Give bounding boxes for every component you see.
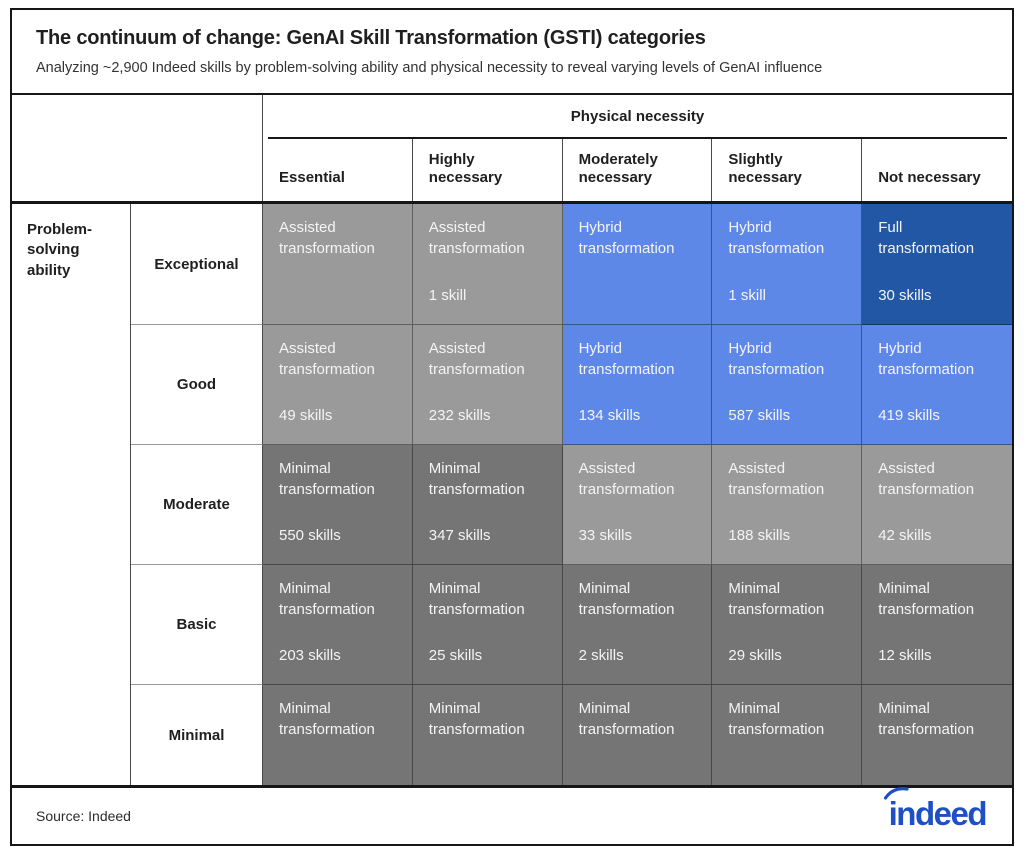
cell-skill-count: 232 skills [428,407,491,425]
column-header-highly-necessary: Highly necessary [413,139,563,201]
cell-skill-count: 1 skill [428,287,467,305]
cell-skill-count: 12 skills [878,647,932,665]
matrix-cell: Minimal transformation 347 skills [412,445,563,565]
cell-skill-count [728,753,849,768]
row-group-header: Problem-solving ability [12,204,131,785]
cell-skill-count [279,753,400,768]
cell-skill-count [429,753,550,768]
source-text: Source: Indeed [36,808,131,824]
cell-transformation-label: Hybrid transformation [728,219,825,257]
cell-skill-count [878,753,1000,768]
cell-skill-count [579,292,700,307]
gsti-matrix-card: The continuum of change: GenAI Skill Tra… [10,8,1014,846]
cell-skill-count: 188 skills [728,527,791,545]
indeed-logo: indeed [879,787,992,839]
matrix-cell: Assisted transformation 49 skills [263,325,413,445]
matrix-body: Problem-solving ability Exceptional Assi… [12,204,1012,785]
cell-transformation-label: Hybrid transformation [878,340,975,378]
chart-title: The continuum of change: GenAI Skill Tra… [36,27,706,49]
matrix-cell: Minimal transformation 12 skills [862,565,1012,685]
cell-transformation-label: Assisted transformation [578,460,675,498]
column-header-not-necessary: Not necessary [878,169,981,187]
cell-transformation-label: Minimal transformation [428,460,525,498]
matrix-cell: Hybrid transformation 1 skill [712,204,863,325]
title-block: The continuum of change: GenAI Skill Tra… [12,10,1012,95]
matrix-cell: Assisted transformation 232 skills [412,325,563,445]
column-header-section: Physical necessity Essential Highly nece… [12,95,1012,204]
cell-transformation-label: Minimal transformation [279,700,375,738]
cell-transformation-label: Assisted transformation [279,219,375,257]
column-header-slightly-necessary: Slightly necessary [712,139,863,201]
matrix-cell: Hybrid transformation 419 skills [862,325,1012,445]
cell-skill-count: 42 skills [878,527,932,545]
matrix-cell: Full transformation 30 skills [862,204,1012,325]
cell-skill-count: 203 skills [279,647,341,665]
cell-skill-count: 49 skills [279,407,333,425]
row-header-moderate: Moderate [131,445,263,565]
cell-transformation-label: Minimal transformation [428,580,525,618]
cell-transformation-label: Minimal transformation [728,580,825,618]
cell-transformation-label: Minimal transformation [878,700,975,738]
cell-transformation-label: Minimal transformation [279,580,375,618]
matrix-cell: Minimal transformation [712,685,863,785]
cell-skill-count: 2 skills [578,647,624,665]
cell-skill-count: 33 skills [578,527,632,545]
matrix-cell: Minimal transformation 29 skills [712,565,863,685]
cell-transformation-label: Hybrid transformation [578,219,675,257]
matrix-cell: Minimal transformation [412,685,563,785]
column-header-essential: Essential [263,139,413,201]
cell-transformation-label: Minimal transformation [578,580,675,618]
cell-skill-count: 1 skill [728,287,766,305]
row-header-basic: Basic [131,565,263,685]
cell-skill-count: 30 skills [878,287,932,305]
logo-text: indeed [888,795,988,832]
cell-transformation-label: Assisted transformation [728,460,825,498]
matrix-cell: Minimal transformation [263,685,413,785]
cell-transformation-label: Hybrid transformation [578,340,675,378]
cell-transformation-label: Minimal transformation [878,580,975,618]
matrix-cell: Hybrid transformation 134 skills [562,325,713,445]
matrix-cell: Minimal transformation 550 skills [263,445,413,565]
matrix-cell: Assisted transformation 33 skills [562,445,713,565]
cell-transformation-label: Minimal transformation [428,700,525,738]
matrix-cell: Minimal transformation 2 skills [562,565,713,685]
cell-transformation-label: Assisted transformation [279,340,375,378]
cell-transformation-label: Hybrid transformation [728,340,825,378]
column-group-header: Physical necessity [268,95,1007,139]
cell-transformation-label: Minimal transformation [728,700,825,738]
cell-skill-count: 347 skills [428,527,491,545]
matrix-cell: Minimal transformation [862,685,1012,785]
cell-transformation-label: Minimal transformation [279,460,375,498]
cell-skill-count [579,753,700,768]
cell-transformation-label: Minimal transformation [578,700,675,738]
matrix-cell: Assisted transformation [263,204,413,325]
matrix-cell: Minimal transformation 25 skills [412,565,563,685]
row-header-good: Good [131,325,263,445]
matrix-cell: Assisted transformation 188 skills [712,445,863,565]
cell-transformation-label: Full transformation [878,219,975,257]
row-header-minimal: Minimal [131,685,263,785]
corner-cell [12,95,263,201]
matrix-cell: Minimal transformation [562,685,713,785]
column-header-moderately-necessary: Moderately necessary [563,139,713,201]
cell-skill-count: 550 skills [279,527,341,545]
cell-skill-count: 419 skills [878,407,940,425]
cell-skill-count: 25 skills [428,647,483,665]
cell-skill-count: 29 skills [728,647,782,665]
chart-subtitle: Analyzing ~2,900 Indeed skills by proble… [36,60,823,76]
cell-transformation-label: Assisted transformation [878,460,975,498]
matrix-cell: Hybrid transformation [562,204,713,325]
matrix-cell: Minimal transformation 203 skills [263,565,413,685]
row-header-exceptional: Exceptional [131,204,263,325]
cell-skill-count: 587 skills [728,407,791,425]
logo-swoosh-icon [883,787,909,800]
cell-skill-count [279,292,400,307]
cell-transformation-label: Assisted transformation [428,219,525,257]
cell-skill-count: 134 skills [578,407,641,425]
matrix-cell: Assisted transformation 42 skills [862,445,1012,565]
matrix-cell: Hybrid transformation 587 skills [712,325,863,445]
cell-transformation-label: Assisted transformation [428,340,525,378]
matrix-cell: Assisted transformation 1 skill [412,204,563,325]
footer: Source: Indeed indeed [12,785,1012,844]
